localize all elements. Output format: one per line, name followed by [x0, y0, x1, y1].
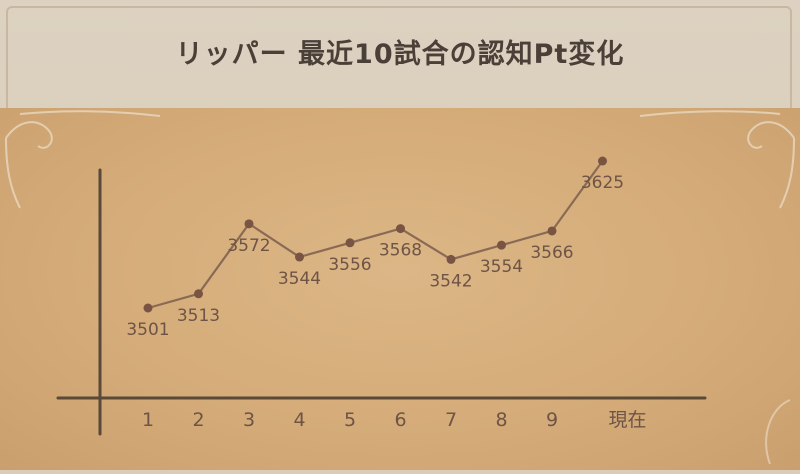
chart-panel: 3501 3513 3572 3544 3556 3568 3542 3554 3566 3625…	[0, 108, 800, 470]
data-label: 3542	[429, 271, 472, 291]
data-point	[244, 219, 254, 229]
x-tick-label: 9	[546, 409, 558, 431]
ornament-bottom-right-icon	[765, 399, 791, 465]
series-line	[147, 160, 604, 310]
chart-title: リッパー 最近10試合の認知Pt変化	[175, 38, 625, 70]
x-tick-label: 2	[192, 409, 204, 431]
x-tick-label: 5	[344, 409, 356, 431]
ornament-left-icon	[5, 110, 161, 209]
data-label: 3566	[530, 243, 573, 263]
data-point	[547, 226, 557, 236]
data-label: 3625	[581, 173, 624, 193]
data-point	[598, 156, 607, 166]
data-label: 3572	[227, 236, 270, 256]
data-label: 3544	[278, 269, 321, 289]
x-tick-label: 1	[142, 409, 154, 431]
x-tick-label: 7	[445, 409, 457, 431]
data-label: 3554	[480, 257, 523, 277]
ornament-right-icon	[639, 110, 795, 209]
data-point	[295, 252, 304, 262]
x-tick-label: 現在	[608, 409, 646, 431]
data-label: 3556	[328, 255, 371, 275]
data-point	[345, 238, 355, 248]
data-label: 3568	[379, 241, 422, 261]
data-point	[143, 303, 153, 313]
x-tick-label: 8	[495, 409, 507, 431]
data-point	[194, 289, 203, 299]
data-point	[396, 224, 405, 234]
data-label: 3513	[177, 306, 220, 326]
data-point	[497, 240, 506, 250]
x-tick-label: 4	[293, 409, 305, 431]
data-label: 3501	[126, 320, 169, 340]
plot-area: 3501351335723544355635683542355435663625…	[126, 156, 647, 431]
x-tick-label: 3	[243, 409, 255, 431]
x-tick-label: 6	[394, 409, 406, 431]
data-point	[446, 254, 456, 264]
title-bar: リッパー 最近10試合の認知Pt変化	[0, 0, 800, 108]
chart-svg: 3501351335723544355635683542355435663625…	[5, 110, 795, 465]
